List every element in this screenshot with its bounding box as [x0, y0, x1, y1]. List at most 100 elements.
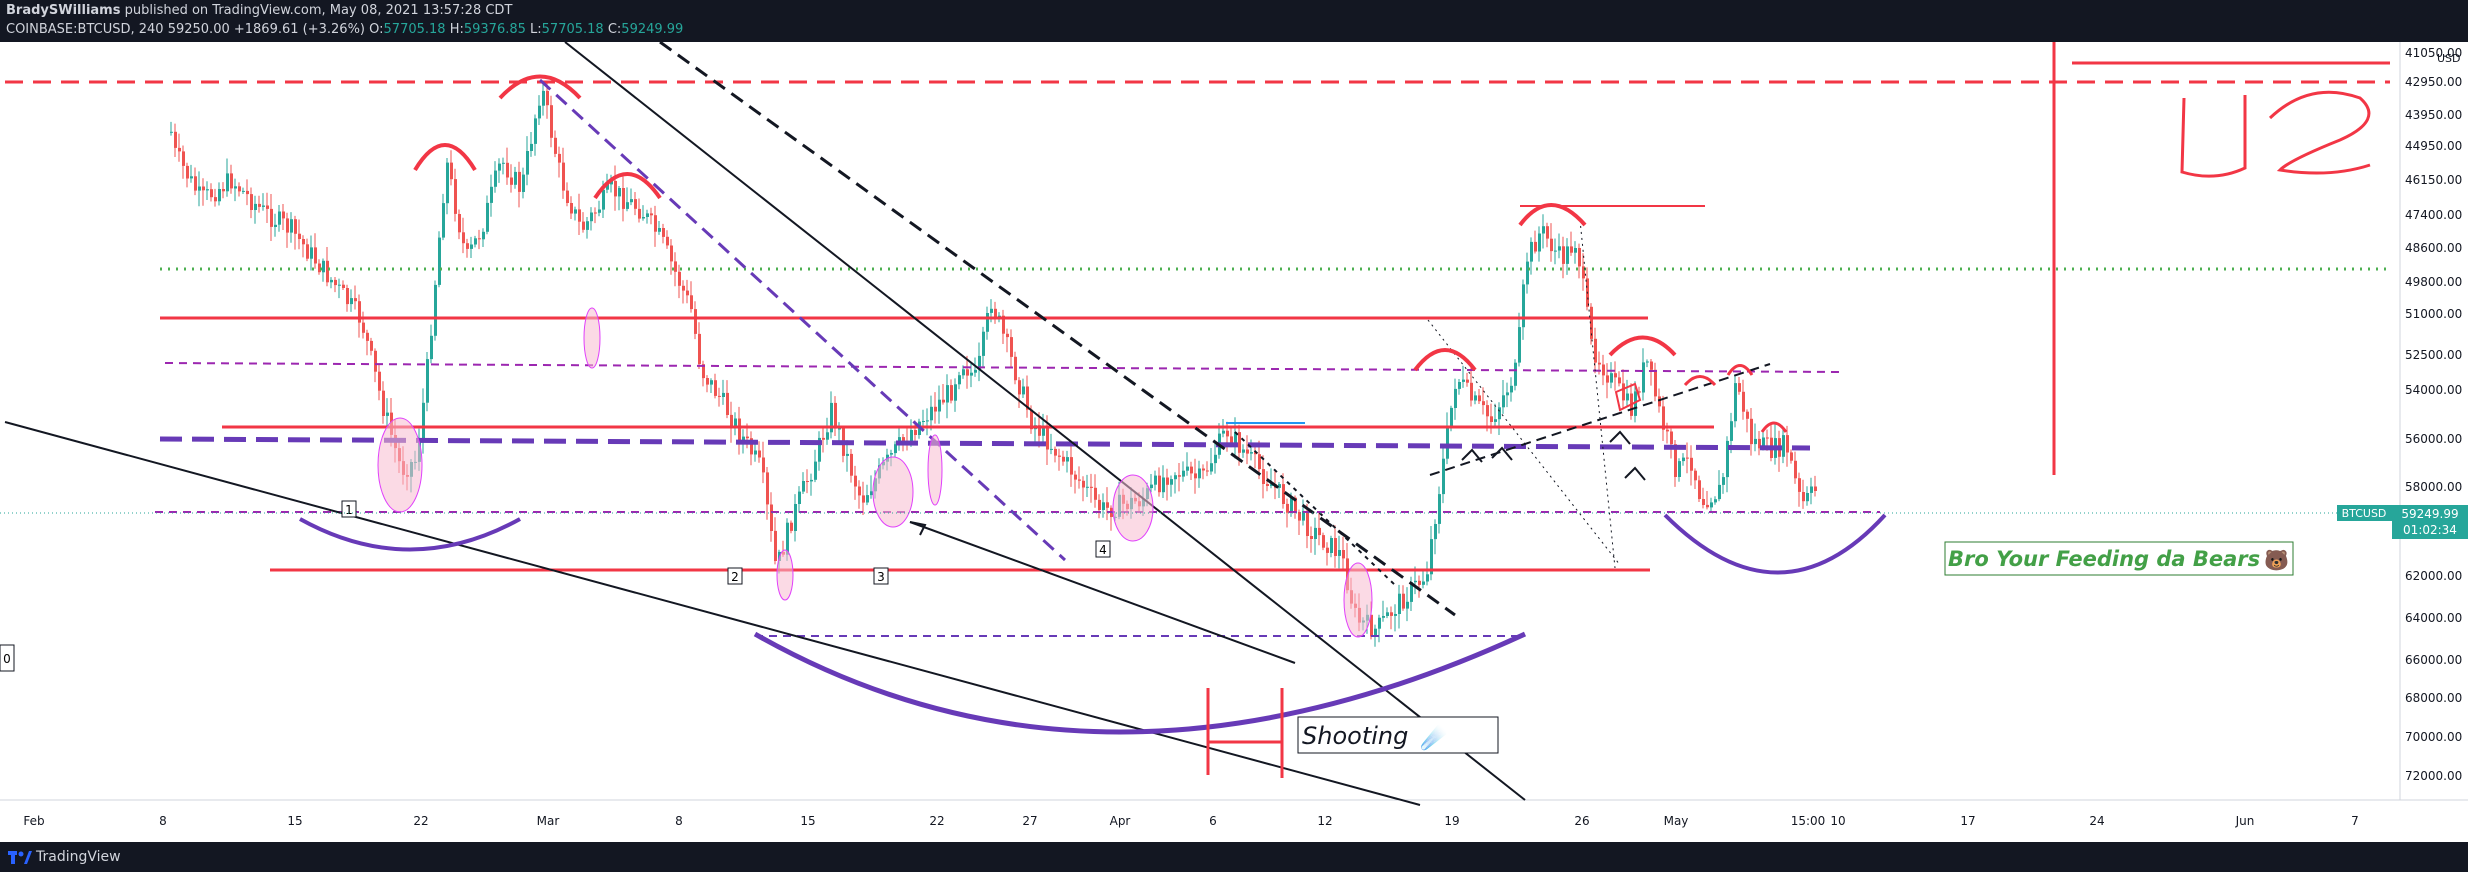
candle-body — [822, 437, 825, 440]
candle-body — [1494, 419, 1497, 422]
trendline-dotted-small[interactable] — [1234, 431, 1396, 586]
candle-body — [622, 188, 625, 209]
pink-highlight-2[interactable] — [583, 307, 601, 369]
red-top-arc-9[interactable] — [1760, 421, 1788, 433]
red-top-arc-8[interactable] — [1726, 364, 1754, 376]
purple-arc-right[interactable] — [1663, 513, 1887, 575]
trendline-dashed-purple[interactable] — [538, 78, 1067, 562]
red-top-arc-1[interactable] — [413, 143, 477, 172]
time-tick-label: 17 — [1960, 814, 1975, 828]
candle-body — [1514, 362, 1517, 386]
candle-body — [174, 131, 177, 148]
candle-body — [1622, 383, 1625, 401]
purple-dashed-thick[interactable] — [159, 436, 1811, 451]
candle-body — [1658, 396, 1661, 407]
candle-body — [942, 399, 945, 403]
red-small-triangle[interactable] — [1614, 382, 1642, 412]
trendline-dotted-1[interactable] — [1579, 219, 1616, 569]
trendline-main[interactable] — [564, 42, 1526, 801]
candle-body — [358, 301, 361, 323]
brand-name[interactable]: TradingView — [36, 849, 121, 865]
candle-body — [178, 147, 181, 152]
publisher-name[interactable]: BradySWilliams — [6, 3, 121, 18]
symbol-text[interactable]: COINBASE:BTCUSD, 240 — [6, 22, 164, 37]
candle-body — [974, 369, 977, 373]
purple-arc-bottom[interactable] — [753, 631, 1527, 735]
red-top-arc-6[interactable] — [1608, 335, 1677, 357]
shooting-callout-text: Shooting — [1302, 722, 1408, 750]
pink-highlight-6[interactable] — [1112, 474, 1154, 542]
bro-callout-box[interactable] — [1944, 541, 2294, 576]
arrow-mark-4 — [1624, 466, 1646, 481]
red-top-arc-4[interactable] — [1413, 348, 1477, 372]
candle-body — [1618, 377, 1621, 384]
rising-dashed-trendline[interactable] — [1429, 363, 1771, 476]
red-top-arc-3[interactable] — [593, 172, 662, 200]
shooting-star-emoji: ☄️ — [1420, 723, 1448, 752]
arrow-markers — [909, 430, 1646, 536]
long-trendline-bottom[interactable] — [4, 421, 1421, 806]
candle-body — [666, 236, 669, 246]
candle-body — [678, 271, 681, 286]
candle-body — [1678, 461, 1681, 477]
candle-body — [586, 221, 589, 230]
candle-body — [1694, 470, 1697, 481]
red-top-arc-7[interactable] — [1683, 375, 1717, 387]
candle-body — [434, 284, 437, 336]
arrow-mark-1 — [1461, 448, 1483, 463]
candle-body — [1734, 383, 1737, 422]
handwritten-5[interactable] — [2180, 95, 2247, 178]
chart-header: BradySWilliams published on TradingView.… — [0, 0, 2468, 42]
price-tag — [2392, 505, 2468, 539]
candle-body — [750, 438, 753, 455]
pink-highlight-4[interactable] — [872, 456, 914, 528]
candle-body — [370, 340, 373, 351]
candle-body — [838, 428, 841, 430]
left-badge-label: 0 — [3, 652, 11, 666]
pink-highlight-7[interactable] — [1343, 562, 1373, 638]
candle-body — [1094, 487, 1097, 500]
candle-body — [1258, 454, 1261, 470]
red-top-arc-2[interactable] — [498, 74, 582, 100]
price-scale-panel[interactable] — [2400, 42, 2468, 800]
candle-body — [1782, 435, 1785, 457]
candle-body — [1726, 440, 1729, 478]
pink-highlight-1[interactable] — [377, 417, 423, 513]
candle-body — [634, 199, 637, 209]
price-chart[interactable]: 41050.00 42950.00 43950.00 44950.00 46150.00… — [0, 42, 2468, 842]
shooting-callout-box[interactable] — [1297, 716, 1499, 754]
candle-body — [534, 118, 537, 144]
candle-body — [602, 189, 605, 210]
candle-body — [1670, 431, 1673, 445]
price-tick-label: 44950.00 — [2405, 139, 2462, 153]
tradingview-logo-icon[interactable] — [8, 849, 32, 865]
red-top-arc-5[interactable] — [1518, 203, 1587, 227]
arrow-line-3[interactable] — [909, 521, 1296, 664]
trendline-dotted-2[interactable] — [1427, 319, 1621, 566]
candle-body — [506, 162, 509, 178]
candle-body — [238, 186, 241, 192]
plot-area[interactable] — [0, 42, 2400, 800]
pink-highlight-5[interactable] — [927, 434, 943, 506]
candle-body — [1702, 499, 1705, 505]
candle-body — [1746, 411, 1749, 419]
trendline-dashed-black[interactable] — [659, 42, 1456, 617]
candle-body — [494, 170, 497, 187]
high-value: 59376.85 — [463, 22, 526, 37]
pink-highlight-3[interactable] — [776, 549, 794, 601]
candle-body — [1722, 477, 1725, 485]
candle-body — [510, 177, 513, 185]
candle-body — [646, 213, 649, 217]
purple-arc-left[interactable] — [299, 517, 521, 552]
candle-body — [1198, 468, 1201, 479]
candle-body — [1738, 383, 1741, 392]
candle-body — [1066, 457, 1069, 462]
candle-body — [1478, 395, 1481, 402]
candle-body — [722, 392, 725, 397]
handwritten-2[interactable] — [2268, 90, 2371, 175]
candle-body — [1538, 233, 1541, 252]
candle-body — [1522, 284, 1525, 328]
wave-label-2: 2 — [731, 570, 739, 584]
candle-body — [1014, 356, 1017, 381]
candle-body — [1570, 246, 1573, 253]
